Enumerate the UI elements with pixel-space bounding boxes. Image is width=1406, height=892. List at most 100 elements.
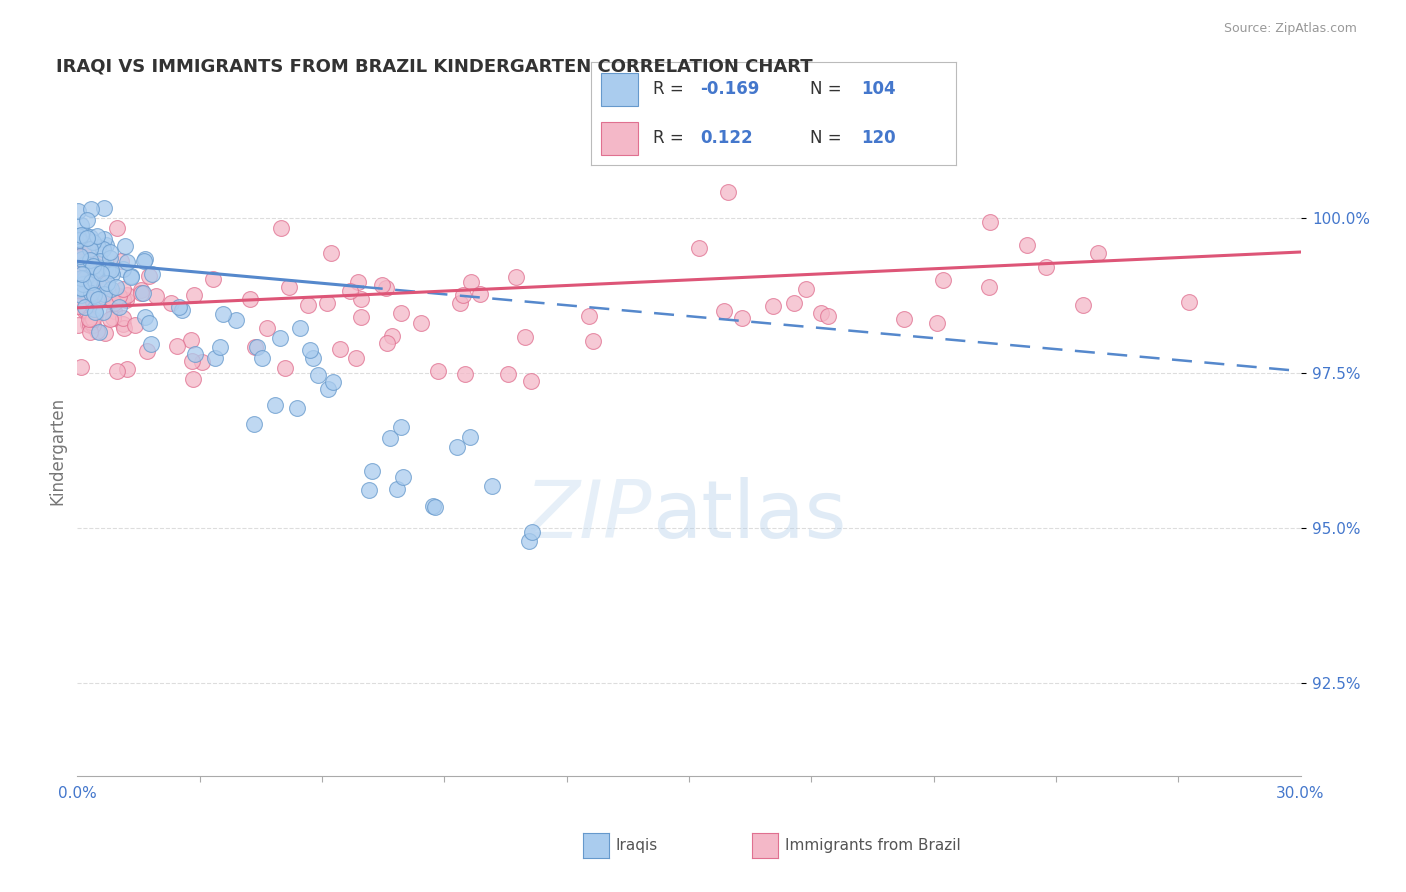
Point (120, 269, 142, 284)
Point (67, 277, 90, 292)
Point (498, 367, 520, 381)
Point (297, 298, 319, 312)
Point (180, 333, 202, 347)
Point (243, 417, 266, 431)
Text: 0.122: 0.122 (700, 129, 752, 147)
Point (79, 325, 101, 339)
Point (90, 266, 112, 280)
Text: N =: N = (810, 129, 846, 147)
Point (1177, 294, 1199, 309)
Point (329, 342, 352, 356)
Point (108, 289, 131, 303)
Point (73, 257, 96, 271)
Point (927, 316, 949, 330)
Point (520, 374, 543, 388)
Point (94, 260, 117, 275)
Point (82, 312, 104, 326)
Point (112, 317, 135, 331)
Point (101, 267, 124, 281)
Point (344, 351, 367, 365)
Point (427, 364, 450, 378)
Point (117, 362, 139, 376)
Point (103, 303, 125, 318)
Point (287, 401, 309, 415)
Point (67, 229, 90, 244)
Point (70, 287, 93, 301)
Point (98, 251, 121, 265)
Point (70, 219, 93, 233)
Point (449, 295, 471, 310)
Point (84, 263, 107, 277)
Point (389, 420, 412, 434)
Point (105, 364, 128, 378)
Point (810, 306, 832, 320)
Point (129, 284, 152, 298)
Point (145, 289, 167, 303)
Point (762, 299, 785, 313)
Point (70, 296, 93, 310)
Text: Source: ZipAtlas.com: Source: ZipAtlas.com (1223, 22, 1357, 36)
Point (138, 316, 160, 330)
Text: atlas: atlas (652, 476, 846, 555)
Point (290, 320, 312, 334)
Point (66, 230, 89, 244)
Point (357, 483, 380, 498)
Point (422, 499, 444, 513)
Point (112, 261, 135, 276)
Point (460, 275, 482, 289)
Point (93, 287, 115, 301)
Point (134, 310, 156, 325)
Point (70, 360, 93, 375)
Point (783, 296, 806, 310)
Point (79, 242, 101, 256)
Point (713, 303, 735, 318)
Point (80, 315, 103, 329)
Point (98, 244, 121, 259)
Point (115, 287, 138, 301)
Point (93, 231, 115, 245)
Point (446, 440, 468, 454)
Point (209, 340, 232, 354)
Point (375, 336, 398, 351)
Point (181, 372, 204, 386)
Point (470, 286, 492, 301)
Point (101, 310, 124, 325)
Point (979, 215, 1001, 229)
Point (82, 273, 104, 287)
Point (70, 281, 93, 295)
Point (380, 431, 402, 445)
Point (111, 282, 134, 296)
Point (72, 252, 94, 267)
Bar (602, 122, 638, 155)
Point (76, 212, 98, 227)
Point (77, 252, 100, 267)
Point (270, 220, 292, 235)
Point (83, 302, 105, 317)
Point (91, 305, 114, 319)
Point (80, 275, 103, 289)
Point (103, 296, 125, 310)
Point (201, 272, 224, 286)
Point (76, 231, 98, 245)
Point (135, 343, 157, 358)
Text: ZIP: ZIP (524, 476, 652, 555)
Point (717, 185, 740, 199)
Point (80, 202, 103, 217)
Point (451, 288, 474, 302)
Point (108, 300, 131, 314)
Point (69, 227, 91, 242)
Point (392, 470, 415, 484)
Point (307, 368, 329, 382)
Point (453, 367, 475, 381)
Point (77, 293, 100, 307)
Point (256, 320, 278, 334)
Point (141, 267, 163, 281)
Point (75, 228, 97, 243)
Point (160, 296, 183, 310)
Point (347, 275, 370, 289)
Point (893, 312, 915, 326)
Point (75, 303, 97, 318)
Point (481, 479, 503, 493)
Point (75, 270, 97, 285)
Point (90, 264, 112, 278)
